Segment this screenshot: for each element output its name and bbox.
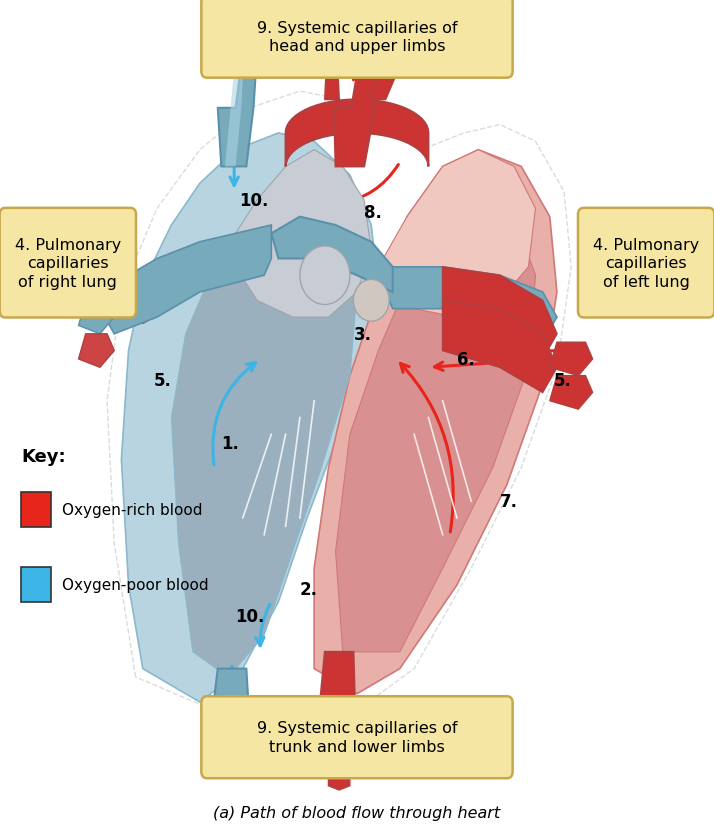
- Polygon shape: [236, 150, 371, 318]
- Text: Key:: Key:: [21, 447, 66, 466]
- Polygon shape: [370, 54, 407, 100]
- Polygon shape: [339, 33, 353, 54]
- Text: Oxygen-rich blood: Oxygen-rich blood: [62, 502, 203, 517]
- Text: 5.: 5.: [154, 371, 171, 390]
- Polygon shape: [286, 100, 428, 167]
- Text: 4. Pulmonary
capillaries
of left lung: 4. Pulmonary capillaries of left lung: [593, 237, 699, 289]
- Polygon shape: [336, 201, 536, 652]
- Polygon shape: [211, 669, 250, 767]
- Text: 10.: 10.: [236, 607, 265, 625]
- Polygon shape: [386, 268, 557, 343]
- Text: 8.: 8.: [364, 204, 382, 222]
- Polygon shape: [100, 226, 271, 334]
- Polygon shape: [353, 33, 368, 54]
- Text: 5.: 5.: [553, 371, 571, 390]
- Text: 7.: 7.: [500, 492, 518, 511]
- Polygon shape: [271, 217, 393, 293]
- FancyBboxPatch shape: [201, 0, 513, 79]
- Text: Oxygen-poor blood: Oxygen-poor blood: [62, 578, 208, 593]
- FancyBboxPatch shape: [0, 208, 136, 318]
- Text: 1.: 1.: [221, 434, 239, 452]
- Text: (a) Path of blood flow through heart: (a) Path of blood flow through heart: [213, 805, 501, 820]
- Text: 9. Systemic capillaries of
trunk and lower limbs: 9. Systemic capillaries of trunk and low…: [257, 721, 457, 754]
- Text: 4. Pulmonary
capillaries
of right lung: 4. Pulmonary capillaries of right lung: [15, 237, 121, 289]
- Polygon shape: [325, 33, 339, 54]
- Polygon shape: [79, 301, 114, 334]
- Polygon shape: [550, 343, 593, 376]
- Circle shape: [353, 280, 389, 322]
- FancyBboxPatch shape: [201, 696, 513, 778]
- Polygon shape: [79, 334, 114, 368]
- Polygon shape: [314, 150, 557, 694]
- Polygon shape: [325, 54, 339, 100]
- Polygon shape: [318, 652, 356, 767]
- Polygon shape: [225, 54, 244, 167]
- Polygon shape: [328, 765, 350, 790]
- Text: 3.: 3.: [353, 325, 371, 344]
- Polygon shape: [550, 376, 593, 410]
- Polygon shape: [334, 54, 378, 167]
- Polygon shape: [443, 268, 557, 359]
- Circle shape: [300, 247, 350, 305]
- Polygon shape: [443, 301, 557, 393]
- Text: 6.: 6.: [457, 350, 475, 369]
- Polygon shape: [171, 201, 357, 677]
- FancyBboxPatch shape: [21, 568, 51, 603]
- FancyBboxPatch shape: [21, 492, 51, 528]
- Text: 10.: 10.: [239, 191, 268, 210]
- Text: 9. Systemic capillaries of
head and upper limbs: 9. Systemic capillaries of head and uppe…: [257, 21, 457, 54]
- Text: 2.: 2.: [300, 580, 318, 599]
- Polygon shape: [218, 54, 257, 167]
- FancyBboxPatch shape: [578, 208, 714, 318]
- Polygon shape: [121, 134, 378, 702]
- Polygon shape: [378, 150, 536, 318]
